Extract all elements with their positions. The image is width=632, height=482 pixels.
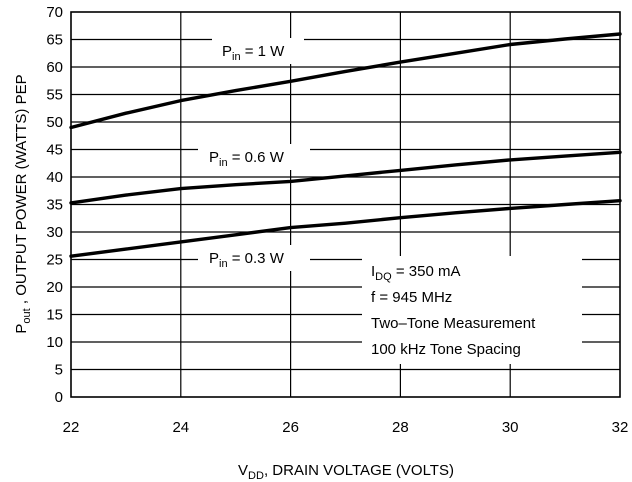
- label-background-2: [198, 245, 310, 271]
- series-label-1w: Pin = 1 W: [222, 43, 285, 63]
- annotation-measurement: Two–Tone Measurement: [371, 315, 536, 332]
- series-label-0-3w: Pin = 0.3 W: [209, 250, 285, 270]
- y-tick-label-45: 45: [46, 142, 63, 159]
- y-tick-label-50: 50: [46, 114, 63, 131]
- series-line-2: [69, 198, 622, 258]
- series-line-0: [69, 32, 622, 130]
- y-tick-label-60: 60: [46, 59, 63, 76]
- annotation-tone-spacing: 100 kHz Tone Spacing: [371, 341, 521, 358]
- series-label-0-6w: Pin = 0.6 W: [209, 149, 285, 169]
- y-tick-label-35: 35: [46, 197, 63, 214]
- x-tick-labels: 22 24 26 28 30 32: [63, 419, 629, 436]
- y-tick-label-55: 55: [46, 87, 63, 104]
- label-background-0: [212, 38, 304, 64]
- annotation-idq: IDQ = 350 mA: [371, 263, 460, 283]
- y-tick-label-25: 25: [46, 252, 63, 269]
- y-tick-labels: 0 5 10 15 20 25 30 35 40 45 50 55 60 65 70: [46, 4, 63, 406]
- x-tick-label-26: 26: [282, 419, 299, 436]
- annotation-frequency: f = 945 MHz: [371, 289, 452, 306]
- y-tick-label-5: 5: [55, 362, 63, 379]
- series-line-1: [69, 150, 622, 205]
- y-tick-label-10: 10: [46, 334, 63, 351]
- x-axis-title: VDD, DRAIN VOLTAGE (VOLTS): [238, 462, 454, 482]
- label-background-3: [362, 256, 582, 364]
- y-tick-label-30: 30: [46, 224, 63, 241]
- y-tick-label-40: 40: [46, 169, 63, 186]
- x-tick-label-30: 30: [502, 419, 519, 436]
- y-tick-label-20: 20: [46, 279, 63, 296]
- label-background-1: [198, 144, 310, 170]
- x-tick-label-32: 32: [612, 419, 629, 436]
- y-axis-title: Pout , OUTPUT POWER (WATTS) PEP: [13, 74, 33, 333]
- label-backgrounds: [198, 38, 582, 364]
- series-lines: [69, 32, 622, 258]
- gridlines: [71, 12, 620, 397]
- y-tick-label-70: 70: [46, 4, 63, 21]
- y-tick-label-0: 0: [55, 389, 63, 406]
- x-tick-label-24: 24: [172, 419, 189, 436]
- y-tick-label-15: 15: [46, 307, 63, 324]
- plot-frame: [70, 11, 621, 398]
- x-tick-label-22: 22: [63, 419, 80, 436]
- y-tick-label-65: 65: [46, 32, 63, 49]
- x-tick-label-28: 28: [392, 419, 409, 436]
